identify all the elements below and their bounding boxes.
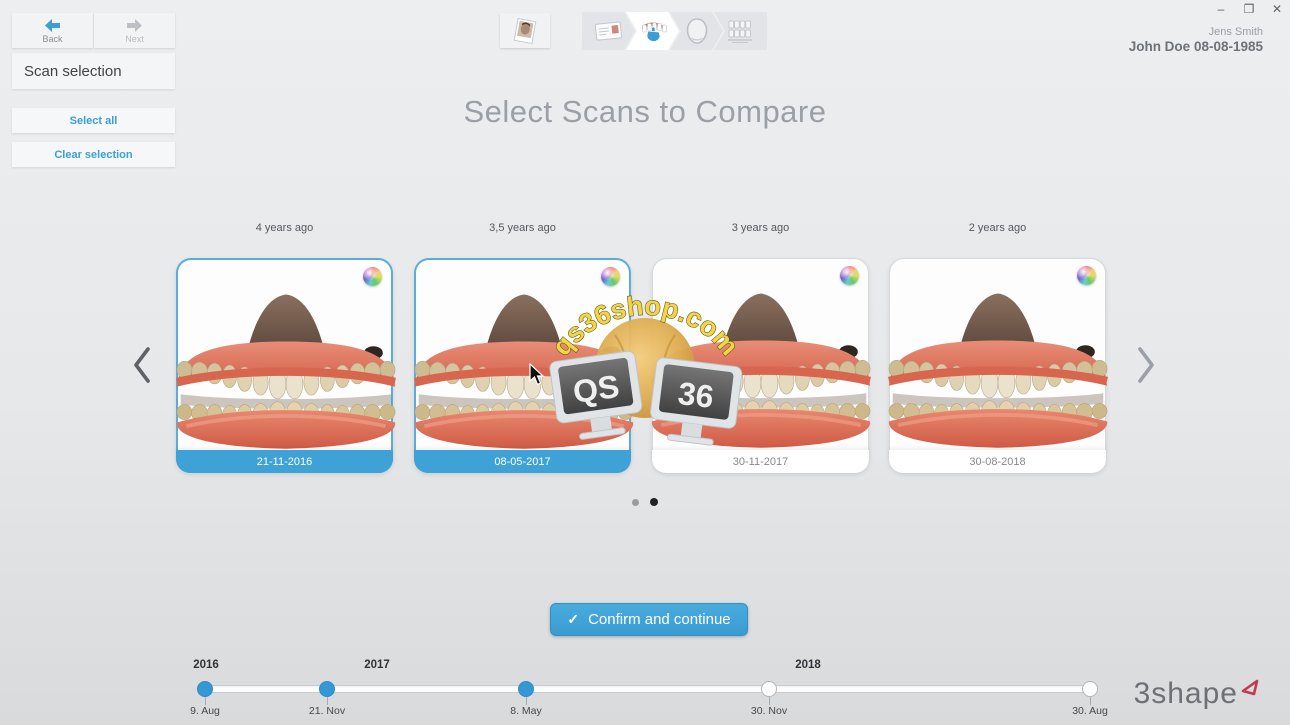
checkmark-icon: ✓ xyxy=(567,611,580,627)
clear-selection-button[interactable]: Clear selection xyxy=(12,142,175,167)
select-all-button[interactable]: Select all xyxy=(12,108,175,133)
scan-card[interactable]: 30-08-2018 xyxy=(889,258,1106,473)
brand-logo: 3shape xyxy=(1134,679,1262,709)
confirm-button-label: Confirm and continue xyxy=(588,611,731,628)
carousel-right-arrow[interactable] xyxy=(1133,344,1159,386)
timeline-dot[interactable] xyxy=(761,681,777,697)
scan-card[interactable]: 30-11-2017 xyxy=(652,258,869,473)
back-arrow-icon xyxy=(45,18,60,32)
next-label: Next xyxy=(125,33,144,44)
dental-scan-image xyxy=(641,271,881,459)
next-arrow-icon xyxy=(127,18,142,32)
operator-name: Jens Smith xyxy=(1208,26,1263,38)
page-dot-2[interactable] xyxy=(650,498,658,506)
workflow-step-patient-record[interactable] xyxy=(582,12,635,50)
patient-photo-icon xyxy=(513,17,537,44)
color-wheel-icon[interactable] xyxy=(1077,266,1096,285)
timeline-year: 2017 xyxy=(364,659,390,671)
scan-card[interactable]: 08-05-2017 xyxy=(414,258,631,473)
brand-logo-triangle-icon xyxy=(1241,679,1259,696)
timeline-date: 8. May xyxy=(510,705,542,717)
scan-date-badge: 08-05-2017 xyxy=(414,450,631,473)
carousel-left-arrow[interactable] xyxy=(129,344,155,386)
timeline-date: 30. Nov xyxy=(750,705,788,717)
window-controls: – ❐ ✕ xyxy=(1214,2,1284,16)
color-wheel-icon[interactable] xyxy=(601,267,620,286)
brand-logo-text: 3shape xyxy=(1133,677,1238,710)
scan-age-label: 2 years ago xyxy=(968,222,1027,234)
timeline-tick xyxy=(769,697,770,705)
restore-icon[interactable]: ❐ xyxy=(1243,2,1255,16)
patient-header: Jens Smith John Doe 08-08-1985 xyxy=(1129,26,1263,54)
scan-date-badge: 21-11-2016 xyxy=(176,450,393,473)
timeline-dot-selected[interactable] xyxy=(319,681,335,697)
close-icon[interactable]: ✕ xyxy=(1271,2,1283,16)
timeline-track[interactable] xyxy=(205,685,1092,693)
timeline-tick xyxy=(526,697,527,705)
carousel-pagination xyxy=(0,498,1290,506)
next-button[interactable]: Next xyxy=(94,13,175,48)
timeline-tick xyxy=(205,697,206,705)
timeline-dot[interactable] xyxy=(1082,681,1098,697)
scan-age-label: 4 years ago xyxy=(255,222,314,234)
page-dot-1[interactable] xyxy=(632,498,639,506)
timeline-year: 2018 xyxy=(795,659,821,671)
scan-age-label: 3 years ago xyxy=(731,222,790,234)
timeline-year: 2016 xyxy=(193,659,219,671)
patient-photo-step[interactable] xyxy=(500,13,550,48)
patient-record-icon xyxy=(594,20,624,42)
timeline-tick xyxy=(327,697,328,705)
scan-selection-icon xyxy=(638,18,668,45)
timeline-date: 21. Nov xyxy=(308,705,346,717)
workflow-steps xyxy=(582,12,767,50)
confirm-and-continue-button[interactable]: ✓ Confirm and continue xyxy=(550,603,748,636)
scan-date-badge: 30-08-2018 xyxy=(889,450,1106,473)
dental-scan-image xyxy=(166,272,406,460)
workflow-step-occlusion[interactable] xyxy=(714,12,767,50)
timeline-tick xyxy=(1090,697,1091,705)
scan-date-badge: 30-11-2017 xyxy=(652,450,869,473)
dental-scan-image xyxy=(878,271,1118,459)
dental-scan-image xyxy=(404,272,644,460)
timeline-date: 9. Aug xyxy=(190,705,220,717)
occlusion-icon xyxy=(727,20,752,43)
minimize-icon[interactable]: – xyxy=(1217,2,1225,16)
color-wheel-icon[interactable] xyxy=(363,267,382,286)
scan-age-label: 3,5 years ago xyxy=(489,222,556,234)
page-section-title: Scan selection xyxy=(12,53,175,89)
page-title: Select Scans to Compare xyxy=(463,94,827,129)
back-label: Back xyxy=(42,33,63,44)
timeline-dot-selected[interactable] xyxy=(518,681,534,697)
timeline-dot-selected[interactable] xyxy=(197,681,213,697)
color-wheel-icon[interactable] xyxy=(840,266,859,285)
timeline-date: 30. Aug xyxy=(1072,705,1108,717)
scan-card[interactable]: 21-11-2016 xyxy=(176,258,393,473)
patient-name-dob: John Doe 08-08-1985 xyxy=(1128,39,1263,54)
back-button[interactable]: Back xyxy=(12,13,93,48)
tooth-icon xyxy=(684,16,710,46)
